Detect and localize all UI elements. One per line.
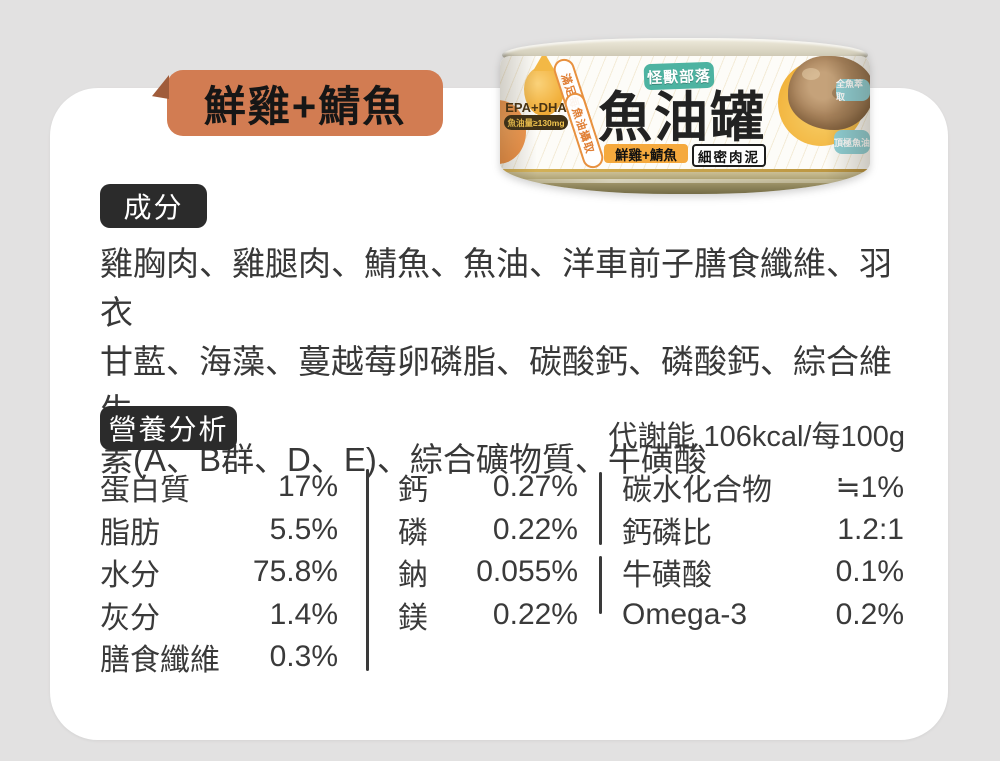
nutrient-value: 17%: [277, 470, 338, 504]
ingredients-text: 雞胸肉、雞腿肉、鯖魚、魚油、洋車前子膳食纖維、羽衣 甘藍、海藻、蔓越莓卵磷脂、碳…: [100, 239, 916, 484]
nutrition-column-2: 鈣 0.27% 磷 0.22% 鈉 0.055% 鎂 0.22%: [398, 466, 578, 636]
nutrient-value: 1.4%: [269, 597, 338, 631]
nutrient-value: 0.2%: [835, 597, 904, 631]
nutrient-value: 0.3%: [269, 640, 338, 674]
nutrient-label: 鈉: [398, 559, 428, 593]
ingredients-line: 雞胸肉、雞腿肉、鯖魚、魚油、洋車前子膳食纖維、羽衣: [100, 245, 892, 331]
brand-badge: 怪獸部落: [643, 61, 715, 91]
cloud-badge-premium-oil: 頂極魚油: [834, 130, 870, 154]
table-row: 水分 75.8%: [100, 551, 338, 594]
nutrient-value: ≒1%: [835, 470, 904, 504]
nutrient-value: 0.055%: [476, 555, 578, 589]
ingredients-section-badge: 成分: [100, 184, 207, 228]
table-row: 鈉 0.055%: [398, 551, 578, 594]
nutrient-value: 5.5%: [269, 512, 338, 546]
metabolic-energy-text: 代謝能 106kcal/每100g: [608, 421, 905, 453]
table-row: 脂肪 5.5%: [100, 509, 338, 552]
product-can-photo: EPA+DHA 魚油量≥130mg 滿足每日 魚油攝取 怪獸部落 魚油罐 鮮雞+…: [500, 38, 870, 194]
nutrient-value: 1.2:1: [837, 512, 904, 546]
nutrition-column-3: 碳水化合物 ≒1% 鈣磷比 1.2:1 牛磺酸 0.1% Omega-3 0.2…: [622, 466, 904, 636]
nutrient-label: Omega-3: [622, 597, 748, 631]
nutrient-label: 蛋白質: [100, 474, 190, 508]
nutrient-value: 0.1%: [835, 555, 904, 589]
can-label: EPA+DHA 魚油量≥130mg 滿足每日 魚油攝取 怪獸部落 魚油罐 鮮雞+…: [500, 56, 870, 194]
cloud-badge-whole-fish: 全魚萃取: [836, 79, 870, 102]
can-flavor-pill: 鮮雞+鯖魚: [604, 144, 688, 163]
ingredients-line: 甘藍、海藻、蔓越莓卵磷脂、碳酸鈣、磷酸鈣、綜合維生: [100, 343, 892, 429]
nutrient-label: 水分: [100, 559, 160, 593]
nutrient-label: 鈣: [398, 474, 428, 508]
nutrient-value: 0.22%: [492, 512, 578, 546]
table-row: 磷 0.22%: [398, 509, 578, 552]
table-row: 膳食纖維 0.3%: [100, 636, 338, 679]
table-row: 碳水化合物 ≒1%: [622, 466, 904, 509]
nutrient-label: 鎂: [398, 601, 428, 635]
nutrient-label: 灰分: [100, 601, 160, 635]
column-divider: [599, 472, 602, 545]
column-divider: [366, 469, 369, 671]
table-row: 鈣 0.27%: [398, 466, 578, 509]
nutrient-value: 0.22%: [492, 597, 578, 631]
table-row: Omega-3 0.2%: [622, 594, 904, 637]
nutrient-label: 鈣磷比: [622, 516, 712, 550]
table-row: 蛋白質 17%: [100, 466, 338, 509]
column-divider: [599, 556, 602, 614]
nutrient-value: 75.8%: [252, 555, 338, 589]
flavor-title-label: 鮮雞+鯖魚: [203, 82, 407, 130]
nutrient-label: 牛磺酸: [622, 559, 712, 593]
nutrient-label: 膳食纖維: [100, 644, 220, 678]
nutrient-label: 磷: [398, 516, 428, 550]
table-row: 牛磺酸 0.1%: [622, 551, 904, 594]
flavor-title-badge: 鮮雞+鯖魚: [152, 70, 443, 136]
epa-dha-label: EPA+DHA: [505, 100, 567, 115]
nutrition-column-1: 蛋白質 17% 脂肪 5.5% 水分 75.8% 灰分 1.4% 膳食纖維 0.…: [100, 466, 338, 679]
nutrition-title: 營養分析: [108, 414, 229, 445]
nutrient-label: 脂肪: [100, 516, 160, 550]
oil-amount-pill: 魚油量≥130mg: [504, 115, 568, 130]
table-row: 鎂 0.22%: [398, 594, 578, 637]
table-row: 鈣磷比 1.2:1: [622, 509, 904, 552]
can-bottom-band: [500, 172, 870, 194]
gold-line-decoration: [500, 169, 870, 172]
table-row: 灰分 1.4%: [100, 594, 338, 637]
badge-fold-decoration: [152, 75, 169, 99]
nutrition-section-badge: 營養分析: [100, 406, 237, 450]
nutrient-label: 碳水化合物: [622, 474, 772, 508]
nutrient-value: 0.27%: [492, 470, 578, 504]
ingredients-title: 成分: [123, 192, 184, 223]
can-texture-pill: 細密肉泥: [692, 144, 766, 167]
can-product-name: 魚油罐: [598, 88, 766, 148]
